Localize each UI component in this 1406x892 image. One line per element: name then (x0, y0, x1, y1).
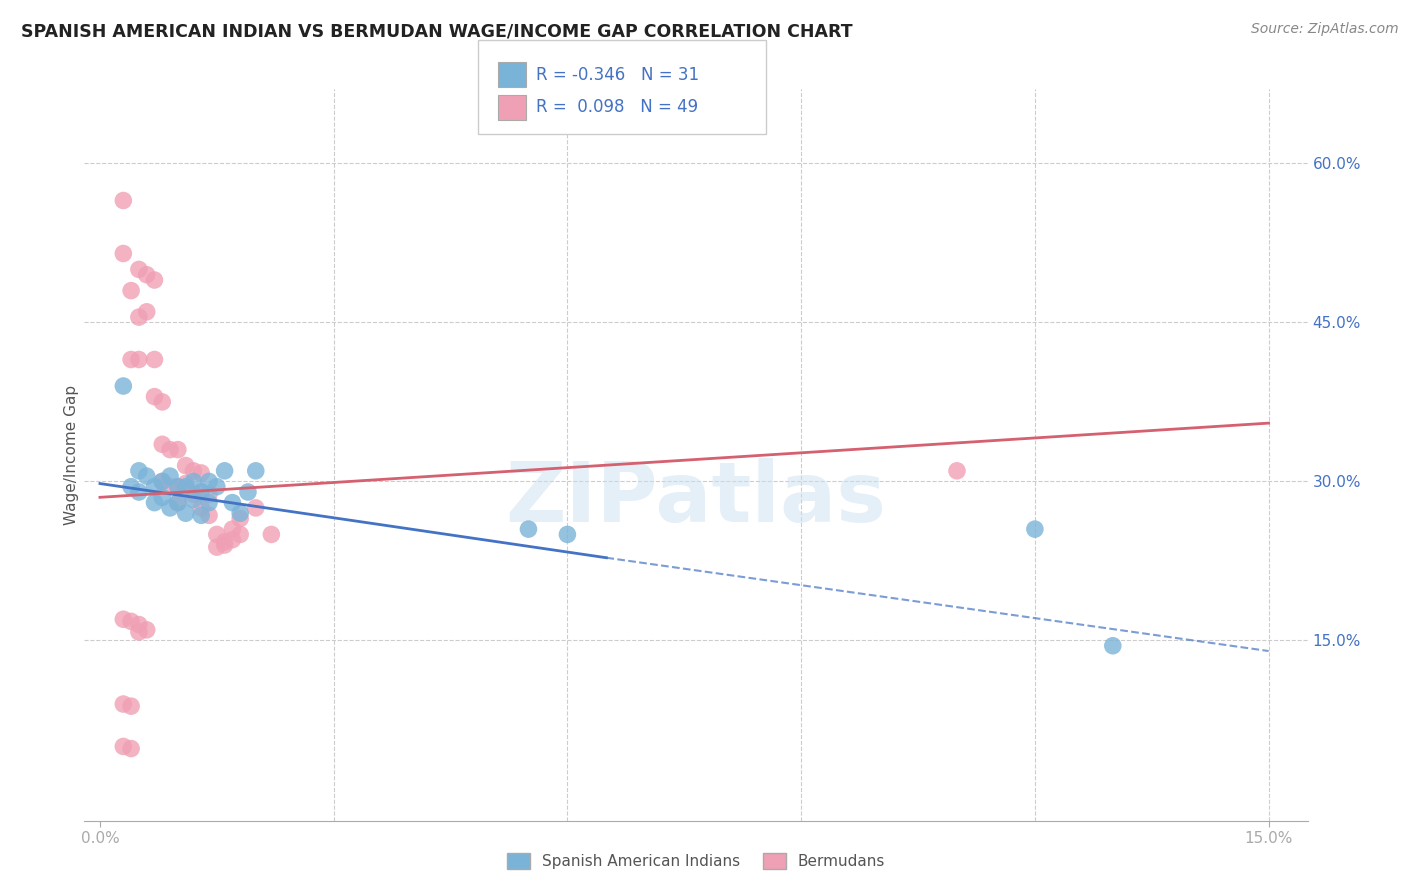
Point (166, 480, 188, 494)
Point (221, 522, 243, 536)
Point (174, 480, 197, 494)
Point (120, 699, 142, 714)
Point (198, 495, 221, 509)
Point (128, 624, 150, 639)
Point (236, 485, 259, 500)
Point (166, 495, 188, 509)
Point (143, 273, 166, 287)
Point (190, 485, 212, 500)
Point (112, 379, 135, 393)
Point (557, 527, 579, 541)
Point (150, 475, 173, 489)
Point (174, 476, 197, 491)
Point (159, 480, 181, 494)
Point (112, 246, 135, 260)
Point (190, 500, 212, 515)
Point (166, 480, 188, 494)
Point (198, 508, 221, 523)
Point (128, 262, 150, 277)
Point (183, 487, 205, 501)
Point (183, 492, 205, 507)
Point (135, 623, 157, 637)
Point (150, 475, 173, 489)
Point (245, 464, 267, 478)
Point (143, 480, 166, 494)
Point (205, 540, 228, 554)
Text: R =  0.098   N = 49: R = 0.098 N = 49 (536, 98, 697, 116)
Point (112, 739, 135, 754)
Point (190, 466, 212, 480)
Point (120, 284, 142, 298)
Point (112, 697, 135, 711)
Point (135, 469, 157, 483)
Point (260, 527, 283, 541)
Legend: Spanish American Indians, Bermudans: Spanish American Indians, Bermudans (501, 847, 891, 875)
Point (205, 527, 228, 541)
Point (143, 390, 166, 404)
Point (143, 495, 166, 509)
Text: SPANISH AMERICAN INDIAN VS BERMUDAN WAGE/INCOME GAP CORRELATION CHART: SPANISH AMERICAN INDIAN VS BERMUDAN WAGE… (21, 22, 852, 40)
Point (190, 485, 212, 500)
Point (128, 464, 150, 478)
Point (135, 305, 157, 319)
Point (183, 475, 205, 489)
Point (128, 485, 150, 500)
Point (128, 617, 150, 632)
Point (190, 508, 212, 523)
Point (135, 268, 157, 282)
Point (112, 194, 135, 208)
Point (150, 395, 173, 409)
Point (221, 533, 243, 547)
Point (143, 352, 166, 367)
Point (221, 495, 243, 509)
Point (1101, 639, 1123, 653)
Y-axis label: Wage/Income Gap: Wage/Income Gap (63, 384, 79, 525)
Point (198, 475, 221, 489)
Point (214, 464, 236, 478)
Point (150, 491, 173, 505)
Text: Source: ZipAtlas.com: Source: ZipAtlas.com (1251, 22, 1399, 37)
Point (150, 437, 173, 451)
Point (946, 464, 969, 478)
Point (159, 442, 181, 457)
Point (120, 480, 142, 494)
Point (1024, 522, 1046, 536)
Point (128, 352, 150, 367)
Point (517, 522, 540, 536)
Point (214, 538, 236, 552)
Point (205, 480, 228, 494)
Point (174, 506, 197, 520)
Point (166, 495, 188, 509)
Text: ZIPatlas: ZIPatlas (506, 458, 886, 540)
Point (120, 615, 142, 629)
Point (128, 310, 150, 325)
Point (183, 464, 205, 478)
Point (198, 487, 221, 501)
Point (214, 534, 236, 549)
Point (245, 500, 267, 515)
Point (229, 506, 252, 520)
Point (166, 442, 188, 457)
Point (229, 511, 252, 525)
Point (229, 527, 252, 541)
Point (112, 612, 135, 626)
Point (174, 458, 197, 473)
Point (159, 500, 181, 515)
Text: R = -0.346   N = 31: R = -0.346 N = 31 (536, 66, 699, 84)
Point (120, 741, 142, 756)
Point (120, 352, 142, 367)
Point (159, 469, 181, 483)
